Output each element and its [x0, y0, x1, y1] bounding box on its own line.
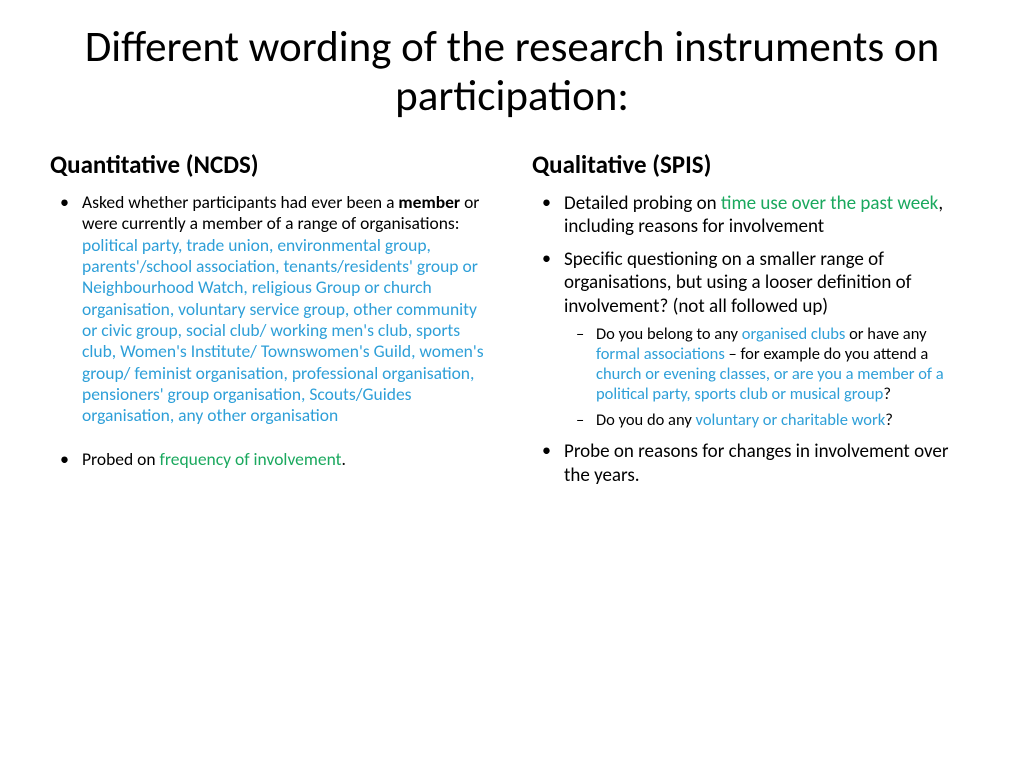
blue-segment: church or evening classes, or are you a … — [596, 364, 944, 404]
right-list: Detailed probing on time use over the pa… — [532, 192, 974, 487]
text-segment: Asked whether participants had ever been… — [82, 191, 398, 213]
green-segment: frequency of involvement — [160, 448, 342, 470]
blue-segment: political party, trade union, environmen… — [82, 234, 484, 427]
left-list: Asked whether participants had ever been… — [50, 192, 492, 470]
text-segment: . — [341, 448, 345, 470]
blue-segment: voluntary or charitable work — [696, 410, 886, 430]
right-bullet-3: Probe on reasons for changes in involvem… — [532, 440, 974, 486]
text-segment: – for example do you attend a — [725, 344, 929, 364]
text-segment: Do you belong to any — [596, 324, 742, 344]
right-sublist: Do you belong to any organised clubs or … — [564, 324, 974, 431]
green-segment: time use over the past week — [721, 192, 938, 215]
text-segment: ? — [883, 384, 891, 404]
right-bullet-1: Detailed probing on time use over the pa… — [532, 192, 974, 238]
left-heading: Quantitative (NCDS) — [50, 149, 492, 180]
text-segment: Do you do any — [596, 410, 696, 430]
blue-segment: organised clubs — [742, 324, 846, 344]
slide-title: Different wording of the research instru… — [50, 22, 974, 121]
right-column: Qualitative (SPIS) Detailed probing on t… — [532, 149, 974, 497]
text-segment: ? — [885, 410, 893, 430]
text-segment: or have any — [845, 324, 926, 344]
right-sub-2: Do you do any voluntary or charitable wo… — [564, 410, 974, 430]
left-bullet-1: Asked whether participants had ever been… — [50, 192, 492, 427]
text-segment: Probe on reasons for changes in involvem… — [564, 440, 948, 486]
left-column: Quantitative (NCDS) Asked whether partic… — [50, 149, 492, 497]
blue-segment: formal associations — [596, 344, 725, 364]
text-segment: Detailed probing on — [564, 192, 721, 215]
right-heading: Qualitative (SPIS) — [532, 149, 974, 180]
text-segment: Specific questioning on a smaller range … — [564, 248, 911, 317]
content-columns: Quantitative (NCDS) Asked whether partic… — [50, 149, 974, 497]
right-bullet-2: Specific questioning on a smaller range … — [532, 248, 974, 430]
right-sub-1: Do you belong to any organised clubs or … — [564, 324, 974, 405]
bold-segment: member — [398, 191, 460, 213]
text-segment: Probed on — [82, 448, 160, 470]
left-bullet-2: Probed on frequency of involvement. — [50, 449, 492, 470]
